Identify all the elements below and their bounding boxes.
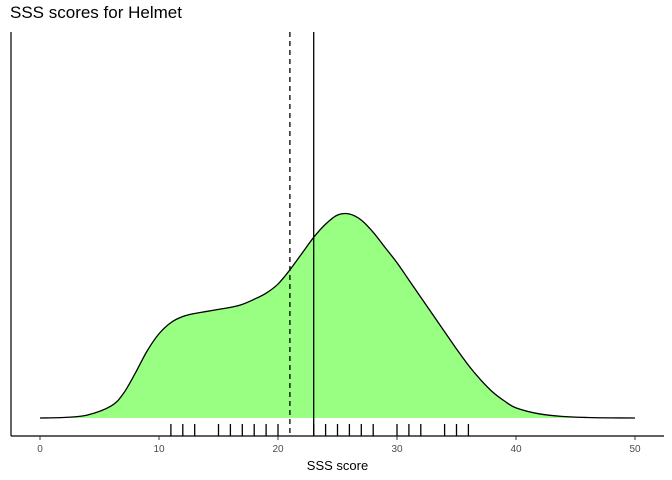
x-tick-label: 20 (272, 444, 284, 455)
x-axis-title: SSS score (307, 458, 368, 473)
chart-title: SSS scores for Helmet (10, 3, 182, 22)
x-tick-label: 0 (37, 444, 43, 455)
x-tick-label: 30 (391, 444, 403, 455)
x-tick-label: 40 (510, 444, 522, 455)
density-curve-line (39, 212, 636, 419)
x-tick-label: 50 (629, 444, 641, 455)
x-tick-label: 10 (153, 444, 165, 455)
density-area (40, 213, 635, 418)
